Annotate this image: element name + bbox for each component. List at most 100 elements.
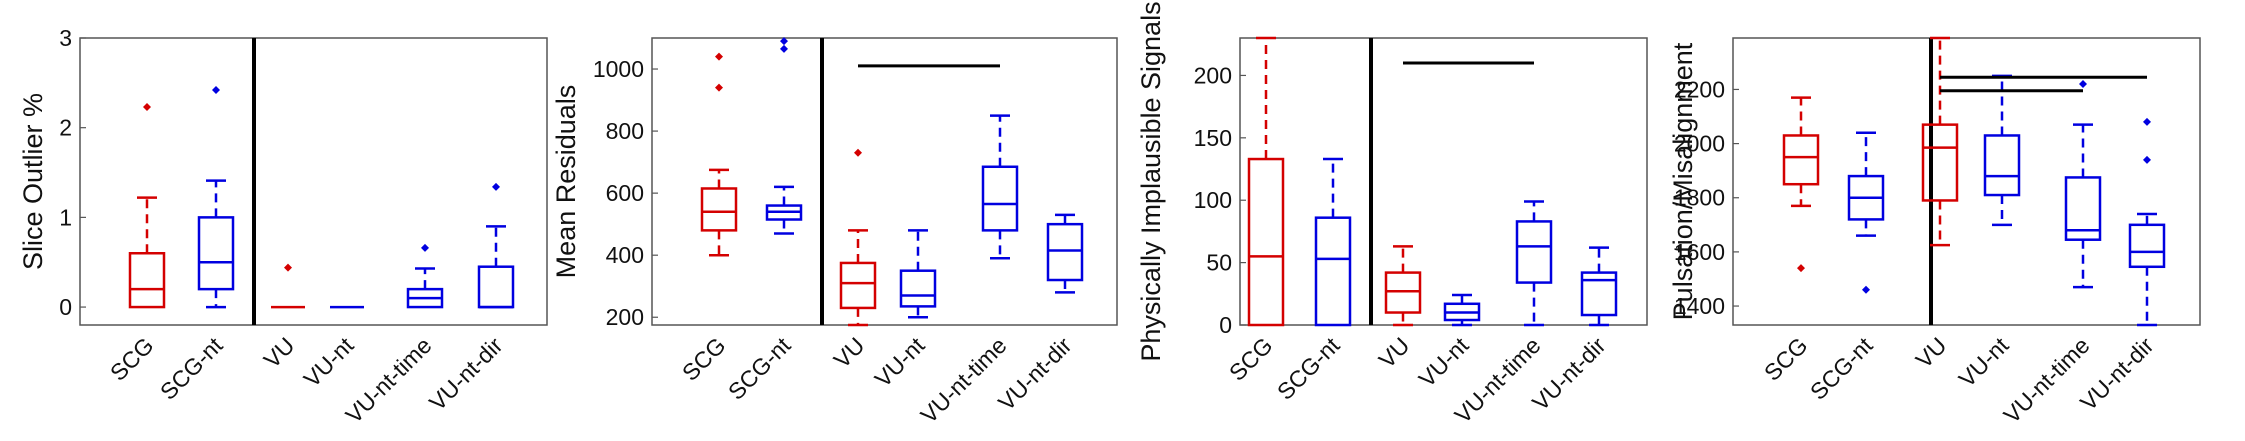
panel-pulsation-misalignment: 1400 1600 1800 2000 2200Pulsation/Misalignme…: [1668, 36, 2201, 428]
y-tick-label: 400: [606, 242, 644, 268]
outlier-point: [421, 243, 429, 252]
outlier-point: [284, 263, 292, 272]
x-category-label: VU: [829, 332, 870, 373]
box-iqr: [1247, 157, 1285, 327]
box-iqr: [1046, 222, 1084, 282]
x-category-label: VU: [1374, 332, 1415, 373]
outlier-point: [212, 86, 220, 95]
plot-frame: [1239, 37, 1648, 326]
x-category-label: VU-nt-dir: [993, 332, 1077, 416]
box-vu-nt-dir: [1580, 246, 1618, 327]
box-iqr: [2064, 176, 2102, 241]
box-vu-nt-time: [1515, 200, 1553, 327]
y-tick-label: 2: [59, 115, 72, 141]
y-tick-label: 800: [606, 118, 644, 144]
x-category-label: VU-nt-time: [1998, 332, 2094, 428]
plot-frame: [79, 37, 548, 326]
outlier-point: [2079, 80, 2087, 89]
x-category-label: SCG-nt: [723, 332, 796, 405]
y-tick-label: 0: [59, 294, 72, 320]
x-category-label: VU: [1911, 332, 1952, 373]
y-tick-label: 3: [59, 25, 72, 51]
box-vu: [271, 263, 305, 309]
y-axis-label: Physically Implausible Signals: [1136, 1, 1166, 361]
box-iqr: [899, 269, 937, 308]
y-axis-label: Pulsation/Misalignment: [1668, 42, 1698, 320]
outlier-point: [143, 103, 151, 112]
y-axis-label: Slice Outlier %: [18, 93, 48, 270]
y-tick-label: 0: [1219, 312, 1232, 338]
box-iqr: [1515, 220, 1553, 284]
y-tick-label: 1600: [1674, 239, 1725, 265]
outlier-point: [780, 44, 788, 53]
outlier-point: [1862, 285, 1870, 294]
y-tick-label: 200: [1194, 62, 1232, 88]
plot-frame: [651, 37, 1118, 326]
box-vu-nt-time: [406, 243, 444, 309]
x-category-label: SCG: [105, 332, 159, 386]
x-category-label: SCG-nt: [155, 332, 228, 405]
box-iqr: [1921, 123, 1959, 202]
box-vu-nt-dir: [477, 182, 515, 309]
y-tick-label: 1: [59, 204, 72, 230]
x-category-label: SCG-nt: [1272, 332, 1345, 405]
box-iqr: [700, 187, 738, 232]
box-scg: [1782, 96, 1820, 273]
box-vu: [839, 148, 877, 327]
box-vu-nt: [1983, 74, 2021, 227]
box-scg-nt: [1847, 131, 1885, 294]
box-vu-nt-dir: [2128, 117, 2166, 327]
x-category-label: VU-nt: [1954, 332, 2014, 392]
x-category-label: VU-nt-dir: [1527, 332, 1611, 416]
x-category-label: VU-nt: [870, 332, 930, 392]
box-vu-nt: [899, 229, 937, 319]
y-tick-label: 2200: [1674, 76, 1725, 102]
x-category-label: SCG-nt: [1805, 332, 1878, 405]
box-scg: [700, 52, 738, 257]
y-tick-label: 600: [606, 180, 644, 206]
box-iqr: [981, 165, 1019, 232]
outlier-point: [1797, 264, 1805, 273]
y-tick-label: 50: [1206, 250, 1232, 276]
x-category-label: SCG: [1759, 332, 1813, 386]
y-tick-label: 200: [606, 304, 644, 330]
box-iqr: [1314, 216, 1352, 327]
box-vu-nt-dir: [1046, 213, 1084, 294]
box-vu: [1921, 36, 1959, 247]
y-tick-label: 100: [1194, 187, 1232, 213]
box-iqr: [128, 252, 166, 309]
box-iqr: [839, 261, 877, 310]
outlier-point: [2143, 155, 2151, 164]
box-vu-nt-time: [2064, 80, 2102, 289]
y-tick-label: 1800: [1674, 185, 1725, 211]
x-category-label: VU-nt: [1414, 332, 1474, 392]
x-category-label: SCG: [677, 332, 731, 386]
plot-frame: [1732, 37, 2201, 326]
x-category-label: SCG: [1224, 332, 1278, 386]
y-tick-label: 2000: [1674, 131, 1725, 157]
box-iqr: [2128, 223, 2166, 269]
x-category-label: VU-nt-dir: [424, 332, 508, 416]
box-scg-nt: [1314, 157, 1352, 327]
y-tick-label: 1400: [1674, 293, 1725, 319]
x-category-label: VU-nt: [299, 332, 359, 392]
x-category-label: VU: [259, 332, 300, 373]
box-scg: [128, 103, 166, 309]
y-tick-label: 1000: [593, 56, 644, 82]
outlier-point: [715, 83, 723, 92]
box-iqr: [1983, 134, 2021, 197]
box-vu-nt-time: [981, 114, 1019, 260]
outlier-point: [715, 52, 723, 61]
y-axis-label: Mean Residuals: [551, 85, 581, 279]
box-iqr: [1782, 134, 1820, 186]
x-category-label: VU-nt-time: [915, 332, 1011, 428]
box-iqr: [477, 265, 515, 309]
box-scg: [1247, 36, 1285, 327]
box-iqr: [1580, 271, 1618, 317]
outlier-point: [854, 148, 862, 157]
y-tick-label: 150: [1194, 125, 1232, 151]
box-scg-nt: [765, 37, 803, 235]
